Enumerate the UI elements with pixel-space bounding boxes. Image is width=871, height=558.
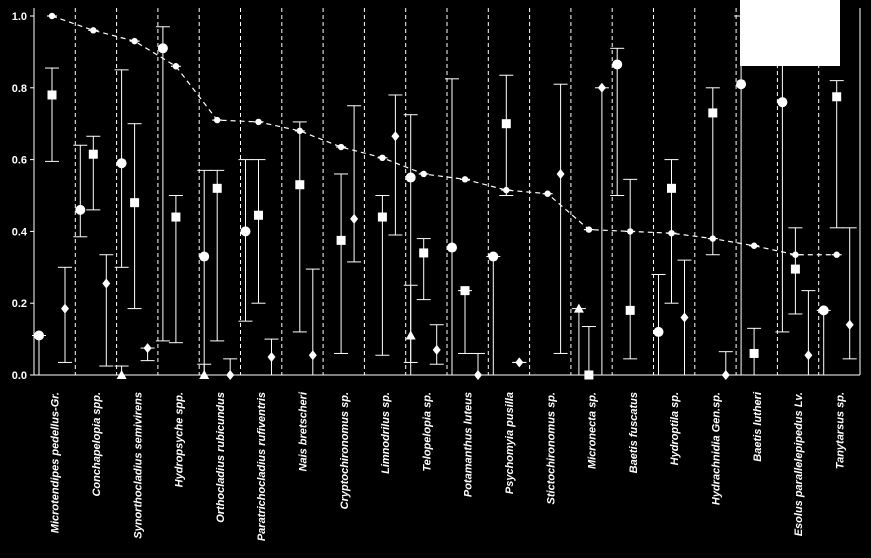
square-point [337, 236, 346, 245]
square-point [89, 150, 98, 159]
circle-point [199, 252, 209, 262]
circle-point [777, 97, 787, 107]
square-point [502, 119, 511, 128]
x-tick-label: Nais bretscheri [297, 391, 309, 471]
square-point [626, 306, 635, 315]
x-tick-label: Hydroptila sp. [669, 392, 681, 465]
x-tick-label: Limnodrilus sp. [380, 392, 392, 474]
x-tick-label: Conchapelopia spp. [91, 392, 103, 497]
x-tick-label: Paratrichocladius rufiventris [256, 392, 268, 541]
circle-point [654, 327, 664, 337]
x-tick-label: Baetis fuscatus [628, 392, 640, 473]
square-point [213, 184, 222, 193]
y-tick-label: 0.6 [12, 155, 27, 167]
square-point [419, 248, 428, 257]
y-tick-label: 0.2 [12, 298, 27, 310]
square-point [171, 213, 180, 222]
square-point [750, 349, 759, 358]
x-tick-label: Hydrachnidia Gen.sp. [710, 392, 722, 505]
x-tick-label: Micronecta sp. [587, 392, 599, 469]
x-tick-label: Microtendipes pedellus-Gr. [50, 392, 62, 533]
x-tick-label: Cryptochironomus sp. [339, 392, 351, 509]
square-point [708, 108, 717, 117]
square-point [667, 184, 676, 193]
x-tick-label: Synorthocladius semivirens [132, 392, 144, 539]
x-tick-label: Potamanthus luteus [463, 392, 475, 497]
square-point [295, 180, 304, 189]
x-tick-label: Hydropsyche spp. [174, 392, 186, 487]
square-point [48, 90, 57, 99]
square-point [461, 286, 470, 295]
circle-point [406, 173, 416, 183]
circle-point [612, 59, 622, 69]
x-tick-label: Stictochironomus sp. [545, 392, 557, 504]
square-point [832, 92, 841, 101]
y-tick-label: 1.0 [12, 11, 27, 23]
circle-point [736, 79, 746, 89]
y-tick-label: 0.4 [12, 226, 28, 238]
circle-point [488, 252, 498, 262]
x-tick-label: Orthocladius rubicundus [215, 392, 227, 523]
square-point [791, 265, 800, 274]
circle-point [447, 243, 457, 253]
x-tick-label: Telopelopia sp. [421, 392, 433, 472]
y-tick-label: 0.8 [12, 83, 27, 95]
x-tick-label: Esolus parallelepipedus Lv. [793, 392, 805, 536]
square-point [584, 371, 593, 380]
circle-point [819, 305, 829, 315]
x-tick-label: Tanytarsus sp. [834, 392, 846, 469]
x-tick-label: Psychomyia pusilla [504, 392, 516, 494]
overlay-box [740, 0, 840, 66]
circle-point [241, 226, 251, 236]
circle-point [34, 331, 44, 341]
circle-point [158, 43, 168, 53]
circle-point [117, 158, 127, 168]
circle-point [75, 205, 85, 215]
square-point [130, 198, 139, 207]
x-tick-label: Baetis lutheri [752, 391, 764, 462]
square-point [254, 211, 263, 220]
square-point [378, 213, 387, 222]
y-tick-label: 0.0 [12, 370, 27, 382]
